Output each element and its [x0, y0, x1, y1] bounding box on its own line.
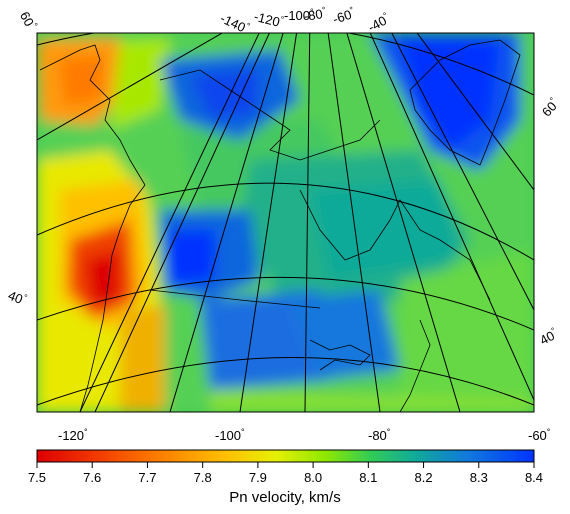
parallel-60	[37, 33, 534, 96]
meridian-m60	[369, 33, 534, 401]
alaska-coast	[39, 44, 146, 186]
velocity-field	[37, 33, 534, 412]
meridian-m120	[94, 33, 270, 412]
colorbar-tick-label: 8.0	[304, 470, 322, 485]
colorbar-tick-label: 7.7	[138, 470, 156, 485]
colorbar-tick-label: 7.9	[249, 470, 267, 485]
meridian-m50	[391, 33, 534, 311]
map-frame	[36, 32, 535, 413]
label-lon-top-m60: -60°	[331, 5, 358, 27]
meridian-m40	[416, 33, 534, 191]
colorbar-tick-label: 8.2	[415, 470, 433, 485]
label-lat60-right: 60°	[538, 95, 562, 119]
colorbar-tick-label: 8.4	[525, 470, 543, 485]
label-lon-top-m80: -80°	[303, 5, 328, 24]
west-coast	[79, 184, 146, 412]
colorbar-tick-label: 7.6	[83, 470, 101, 485]
label-lat60-left: 60°	[17, 8, 40, 32]
meridian-m90	[304, 33, 311, 412]
east-coast	[399, 319, 431, 412]
label-lon-top-m40: -40°	[365, 10, 393, 35]
parallel-40	[37, 276, 534, 331]
colorbar-tick-label: 8.1	[359, 470, 377, 485]
label-lon-top-m120: -120°	[252, 8, 285, 31]
map-labels: 60° 40° 60° 40° -140° -120° -100° -80° -…	[6, 5, 562, 443]
colorbar-tick-label: 8.3	[470, 470, 488, 485]
colorbar: 7.5 7.6 7.7 7.8 7.9 8.0 8.1 8.2 8.3 8.4 Pn veloci…	[28, 449, 543, 506]
meridian-m80	[327, 33, 381, 412]
colorbar-label: Pn velocity, km/s	[229, 489, 340, 506]
colorbar-tick-label: 7.8	[194, 470, 212, 485]
us-border	[149, 289, 321, 309]
meridian-m130	[79, 33, 260, 412]
meridian-m140	[37, 33, 224, 141]
label-lon-bottom-m100: -100°	[215, 427, 245, 443]
colorbar-tick-label: 7.5	[28, 470, 46, 485]
great-lakes	[309, 339, 371, 371]
hudson-bay	[299, 189, 491, 301]
greenland-coast	[409, 39, 521, 166]
label-lon-top-m100: -100°	[284, 7, 314, 23]
label-lat40-left: 40°	[6, 287, 29, 309]
meridian-m100	[239, 33, 298, 412]
graticule	[37, 33, 534, 412]
colorbar-ramp	[36, 449, 535, 463]
coastlines	[39, 39, 521, 412]
label-lon-bottom-m120: -120°	[58, 427, 88, 443]
meridian-m70	[346, 33, 461, 412]
arctic-islands	[159, 69, 381, 161]
label-lon-bottom-m80: -80°	[368, 427, 391, 443]
label-lon-bottom-m60: -60°	[528, 427, 551, 443]
label-lat40-right: 40°	[537, 325, 561, 348]
colorbar-ticks: 7.5 7.6 7.7 7.8 7.9 8.0 8.1 8.2 8.3 8.4	[28, 462, 543, 485]
meridian-m110	[169, 33, 284, 412]
parallel-50	[37, 182, 534, 261]
